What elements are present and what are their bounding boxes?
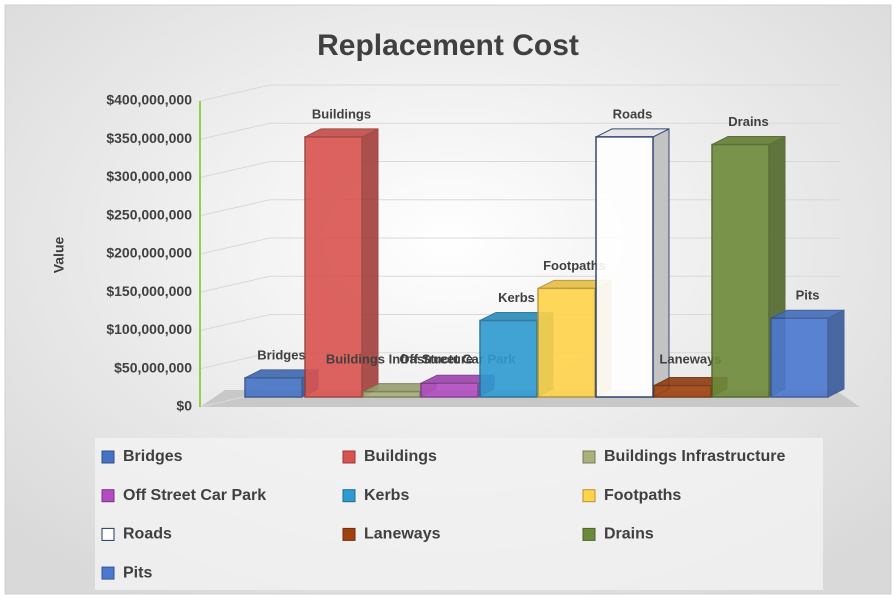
bar-front xyxy=(711,143,770,398)
legend-label: Bridges xyxy=(123,448,183,465)
legend-label: Buildings Infrastructure xyxy=(604,448,785,465)
y-axis-label: Value xyxy=(51,237,67,274)
legend-marker xyxy=(101,566,115,580)
data-label: Buildings Infrastructure xyxy=(326,351,473,366)
legend-label: Drains xyxy=(604,526,654,543)
data-label: Buildings xyxy=(312,106,371,121)
legend-marker xyxy=(342,527,356,541)
bar-front xyxy=(420,382,479,398)
y-tick-label: $0 xyxy=(176,398,192,414)
grid-line xyxy=(199,122,840,140)
bar-front xyxy=(595,136,654,398)
bar xyxy=(595,128,670,398)
grid-line xyxy=(199,84,840,102)
data-label: Footpaths xyxy=(543,258,606,273)
legend-marker xyxy=(101,450,115,464)
legend-label: Pits xyxy=(123,564,152,581)
bar-front xyxy=(362,390,421,398)
y-tick-label: $350,000,000 xyxy=(106,130,192,146)
chart-title: Replacement Cost xyxy=(317,29,579,62)
legend-label: Footpaths xyxy=(604,487,681,504)
y-tick-label: $400,000,000 xyxy=(106,92,192,108)
bar-side xyxy=(827,309,845,398)
bar-front xyxy=(653,384,712,398)
legend-marker xyxy=(582,489,596,503)
bar-front xyxy=(244,377,303,398)
bar-front xyxy=(479,319,538,398)
legend-label: Buildings xyxy=(364,448,437,465)
data-label: Drains xyxy=(728,114,768,129)
y-tick-label: $50,000,000 xyxy=(114,359,192,375)
bar xyxy=(770,309,845,398)
legend-box xyxy=(95,438,823,590)
y-tick-label: $200,000,000 xyxy=(106,245,192,261)
data-label: Kerbs xyxy=(498,290,535,305)
legend-marker xyxy=(342,450,356,464)
legend-label: Kerbs xyxy=(364,487,409,504)
data-label: Laneways xyxy=(659,351,721,366)
bar xyxy=(304,128,379,398)
legend-marker xyxy=(342,489,356,503)
bar-front xyxy=(770,317,829,398)
legend-marker xyxy=(101,527,115,541)
y-tick-label: $300,000,000 xyxy=(106,168,192,184)
legend-label: Off Street Car Park xyxy=(123,487,266,504)
legend-marker xyxy=(582,450,596,464)
data-label: Pits xyxy=(796,288,820,303)
legend-label: Laneways xyxy=(364,526,441,543)
data-label: Bridges xyxy=(257,347,305,362)
bar-front xyxy=(537,287,596,398)
data-label: Roads xyxy=(613,106,653,121)
legend-marker xyxy=(582,527,596,541)
y-tick-label: $100,000,000 xyxy=(106,321,192,337)
legend-marker xyxy=(101,489,115,503)
y-tick-label: $150,000,000 xyxy=(106,283,192,299)
y-tick-label: $250,000,000 xyxy=(106,206,192,222)
bar-front xyxy=(304,136,363,398)
legend-label: Roads xyxy=(123,526,172,543)
